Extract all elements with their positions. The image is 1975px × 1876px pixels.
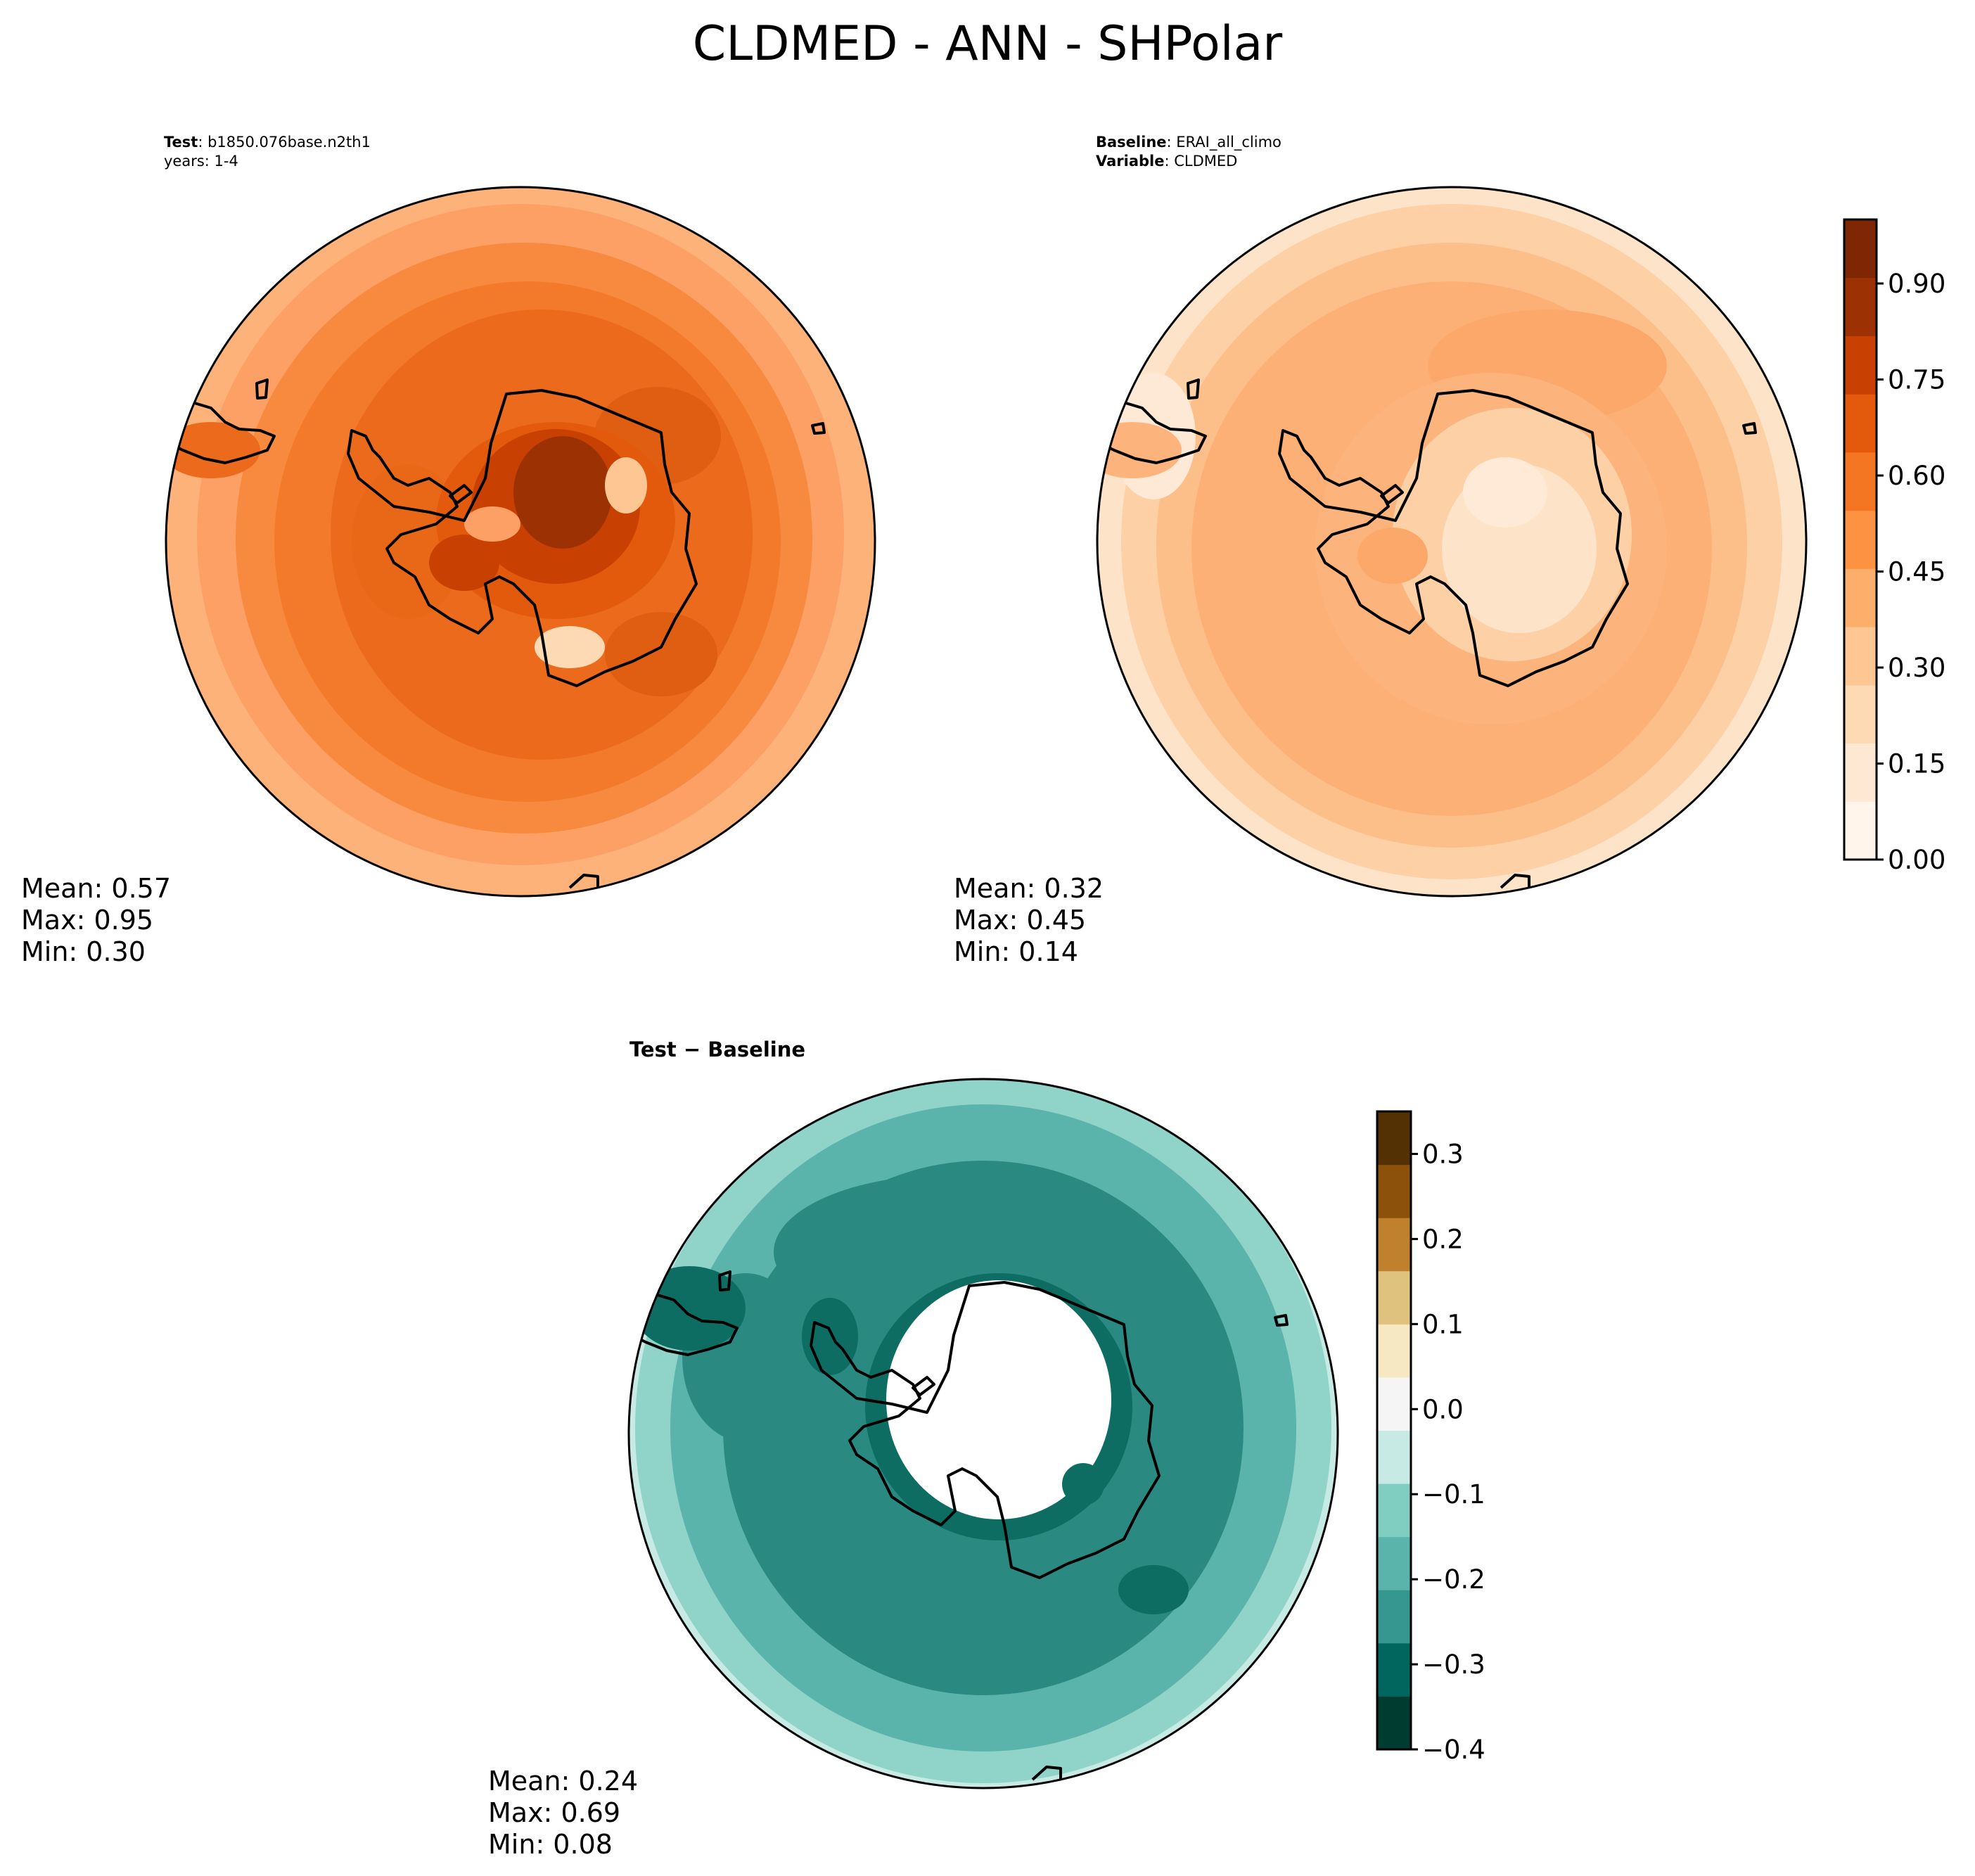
baseline-name-label: Baseline — [1096, 134, 1167, 151]
test-map — [166, 187, 875, 896]
colorbar-diff-frame — [1376, 1110, 1412, 1751]
baseline-name-sep: : — [1167, 134, 1177, 151]
colorbar-main-tick-label: 0.00 — [1888, 845, 1945, 875]
colorbar-main-swatch — [1844, 627, 1877, 686]
colorbar-main-swatch — [1844, 336, 1877, 395]
test-panel: Test: b1850.076base.n2th1 years: 1-4 — [21, 134, 876, 967]
diff-max: Max: 0.69 — [488, 1797, 620, 1828]
baseline-map — [1097, 187, 1806, 896]
colorbar-diff-swatch — [1377, 1536, 1411, 1590]
test-name-sep: : — [198, 134, 207, 151]
colorbar-main-swatch — [1844, 277, 1877, 336]
baseline-mean: Mean: 0.32 — [954, 873, 1104, 904]
colorbar-main-swatch — [1844, 568, 1877, 627]
diff-min: Min: 0.08 — [488, 1829, 613, 1860]
diff-map-boundary — [627, 1078, 1339, 1789]
colorbar-diff-swatch — [1377, 1164, 1411, 1218]
baseline-variable-sep: : — [1164, 153, 1174, 170]
baseline-name-value: ERAI_all_climo — [1176, 134, 1281, 151]
diff-title: Test − Baseline — [629, 1038, 805, 1061]
colorbar-diff-tick-label: −0.4 — [1422, 1735, 1485, 1765]
colorbar-diff-swatch — [1377, 1430, 1411, 1484]
baseline-coastlines — [1099, 378, 1757, 889]
colorbar-diff-ticks: 0.3 0.2 0.1 0.0 −0.1 −0.2 −0.3 −0.4 — [1411, 1139, 1485, 1765]
colorbar-diff-tick-label: 0.2 — [1422, 1224, 1464, 1254]
test-map-boundary — [165, 186, 876, 898]
baseline-min: Min: 0.14 — [954, 936, 1078, 967]
baseline-variable-label: Variable — [1096, 153, 1164, 170]
colorbar-main-tick-label: 0.15 — [1888, 749, 1945, 779]
figure-title: CLDMED - ANN - SHPolar — [693, 16, 1283, 72]
colorbar-diff-swatch — [1377, 1218, 1411, 1272]
colorbar-diff-swatch — [1377, 1642, 1411, 1697]
baseline-name-line: Baseline: ERAI_all_climo — [1096, 134, 1281, 151]
test-coastlines — [168, 378, 826, 889]
diff-coastlines — [631, 1270, 1289, 1781]
colorbar-diff-swatch — [1377, 1324, 1411, 1378]
colorbar-main-tick-label: 0.75 — [1888, 365, 1945, 395]
diff-mean: Mean: 0.24 — [488, 1766, 638, 1797]
colorbar-diff-swatch — [1377, 1483, 1411, 1538]
colorbar-main-swatch — [1844, 219, 1877, 279]
baseline-variable-value: CLDMED — [1174, 153, 1237, 170]
test-name-label: Test — [164, 134, 198, 151]
colorbar-main-swatch — [1844, 452, 1877, 511]
colorbar-diff-swatches — [1377, 1111, 1411, 1750]
colorbar-main-tick-label: 0.60 — [1888, 461, 1945, 491]
test-name-line: Test: b1850.076base.n2th1 — [164, 134, 371, 151]
colorbar-main-swatch — [1844, 743, 1877, 802]
colorbar-main-tick-label: 0.90 — [1888, 269, 1945, 299]
colorbar-diff-tick-label: 0.0 — [1422, 1394, 1464, 1424]
colorbar-main-ticks: 0.00 0.15 0.30 0.45 0.60 0.75 0.90 — [1877, 269, 1945, 875]
colorbar-diff-swatch — [1377, 1377, 1411, 1431]
colorbar-main-swatch — [1844, 510, 1877, 569]
test-mean: Mean: 0.57 — [21, 873, 171, 904]
colorbar-diff-swatch — [1377, 1270, 1411, 1325]
diff-map — [629, 1079, 1338, 1788]
colorbar-diff-swatch — [1377, 1696, 1411, 1750]
baseline-max: Max: 0.45 — [954, 905, 1086, 936]
colorbar-main-tick-label: 0.30 — [1888, 653, 1945, 683]
diff-panel: Test − Baseline Mean: 0.24 Max: — [488, 1038, 1339, 1860]
colorbar-main-swatch — [1844, 801, 1877, 860]
colorbar-diff-swatch — [1377, 1111, 1411, 1166]
baseline-panel: Baseline: ERAI_all_climo Variable: CLDME… — [954, 134, 1808, 967]
colorbar-main-swatches — [1844, 219, 1877, 860]
baseline-map-boundary — [1096, 186, 1808, 898]
colorbar-diff-tick-label: −0.2 — [1422, 1564, 1485, 1595]
test-max: Max: 0.95 — [21, 905, 153, 936]
colorbar-main-swatch — [1844, 394, 1877, 453]
colorbar-main: 0.00 0.15 0.30 0.45 0.60 0.75 0.90 — [1843, 218, 1945, 875]
baseline-variable-line: Variable: CLDMED — [1096, 153, 1237, 170]
colorbar-diff: 0.3 0.2 0.1 0.0 −0.1 −0.2 −0.3 −0.4 — [1376, 1110, 1485, 1765]
colorbar-diff-swatch — [1377, 1590, 1411, 1644]
colorbar-diff-tick-label: 0.3 — [1422, 1139, 1464, 1169]
colorbar-diff-tick-label: −0.1 — [1422, 1479, 1485, 1510]
colorbar-main-frame — [1843, 218, 1878, 861]
colorbar-main-tick-label: 0.45 — [1888, 557, 1945, 587]
test-name-value: b1850.076base.n2th1 — [207, 134, 371, 151]
colorbar-diff-tick-label: 0.1 — [1422, 1309, 1464, 1339]
test-years: years: 1-4 — [164, 153, 238, 170]
test-min: Min: 0.30 — [21, 936, 146, 967]
colorbar-main-swatch — [1844, 684, 1877, 744]
colorbar-diff-tick-label: −0.3 — [1422, 1650, 1485, 1680]
